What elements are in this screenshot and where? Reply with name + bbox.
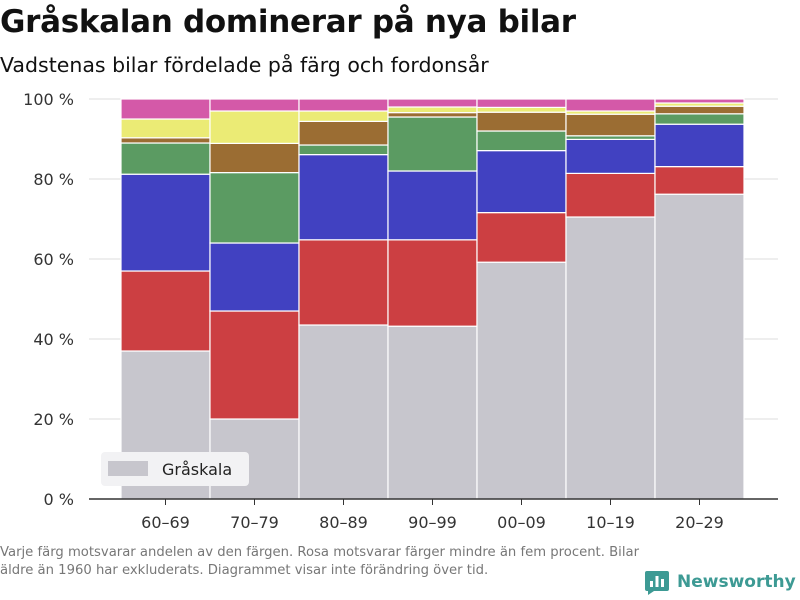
bar-segment (654, 113, 745, 125)
bar-segment (654, 105, 745, 115)
bar-segment (387, 239, 478, 327)
bar-segment (120, 98, 211, 120)
bar-segment (654, 123, 745, 168)
bar-segment (476, 98, 567, 108)
bar-segment (476, 261, 567, 500)
y-tick-label: 80 % (33, 170, 74, 189)
x-tick-label: 00–09 (497, 513, 546, 532)
y-tick-label: 20 % (33, 410, 74, 429)
bar-segment (298, 239, 389, 326)
legend-box (101, 452, 249, 486)
y-tick-label: 60 % (33, 250, 74, 269)
bar-segment (298, 154, 389, 241)
bar-segment (476, 111, 567, 132)
bar-segment (298, 120, 389, 146)
bars (120, 98, 745, 500)
y-tick-label: 40 % (33, 330, 74, 349)
bar-segment (387, 106, 478, 114)
bar-segment (209, 310, 300, 420)
bar-segment (387, 98, 478, 108)
bar-segment (476, 212, 567, 263)
footnote: Varje färg motsvarar andelen av den färg… (0, 545, 639, 578)
bar-segment (120, 142, 211, 175)
bar-segment (387, 111, 478, 118)
bar-segment (298, 324, 389, 500)
axes: 0 % 20 % 40 % 60 % 80 % 100 % 60–69 70–79 80–89 9… (23, 90, 778, 532)
bar-segment (654, 166, 745, 195)
bar-segment (476, 130, 567, 152)
bar-segment (654, 98, 745, 104)
bar-segment (387, 116, 478, 172)
bar-segment (654, 193, 745, 500)
bar-segment (476, 106, 567, 113)
y-tick-label: 100 % (23, 90, 74, 109)
x-tick-label: 20–29 (675, 513, 724, 532)
x-tick-label: 90–99 (408, 513, 457, 532)
bar-segment (387, 170, 478, 241)
chart-subtitle: Vadstenas bilar fördelade på färg och fo… (0, 53, 489, 77)
bar-segment (209, 110, 300, 145)
bar-segment (120, 118, 211, 139)
bar-segment (120, 173, 211, 272)
bar-segment (120, 270, 211, 352)
bar-segment (120, 137, 211, 144)
bar-segment (298, 144, 389, 156)
x-tick-label: 10–19 (586, 513, 635, 532)
bar-segment (565, 138, 656, 174)
x-tick-label: 60–69 (141, 513, 190, 532)
bar-segment (387, 325, 478, 500)
brand-name: Newsworthy (677, 572, 796, 592)
bar-segment (565, 172, 656, 218)
newsworthy-logo-icon (645, 571, 669, 595)
bar-segment (298, 98, 389, 112)
bar-segment (209, 172, 300, 244)
bar-segment (209, 98, 300, 112)
bar-segment (565, 113, 656, 137)
brand-logo[interactable]: Newsworthy (644, 569, 796, 595)
bar-segment (565, 216, 656, 500)
legend-swatch (108, 461, 148, 476)
legend: Gråskala (101, 452, 249, 486)
x-tick-label: 70–79 (230, 513, 279, 532)
legend-label: Gråskala (162, 460, 232, 479)
bar-segment (209, 242, 300, 312)
x-tick-label: 80–89 (319, 513, 368, 532)
bar-segment (476, 150, 567, 214)
chart-title: Gråskalan dominerar på nya bilar (0, 4, 576, 40)
bar-segment (565, 98, 656, 112)
bar-segment (298, 110, 389, 122)
bar-segment (209, 142, 300, 174)
y-tick-label: 0 % (44, 490, 74, 509)
